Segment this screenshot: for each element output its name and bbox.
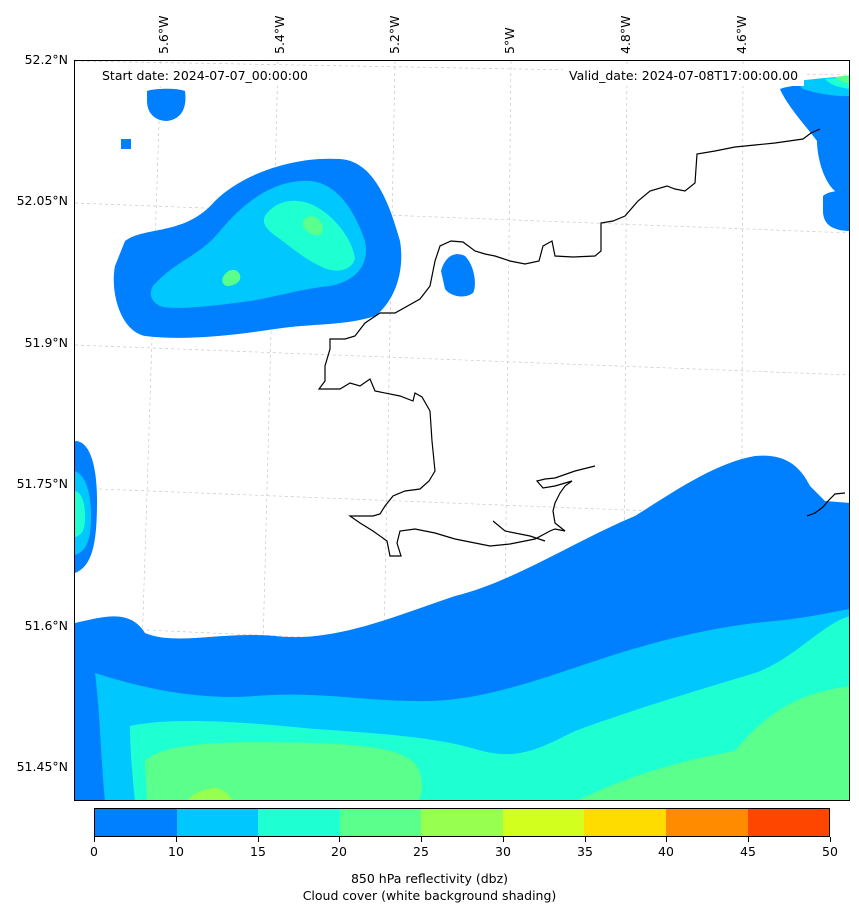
- colorbar-segment: [258, 809, 340, 836]
- colorbar-segment: [176, 809, 259, 836]
- colorbar-segment: [665, 809, 748, 836]
- valid-date-label: Valid_date: 2024-07-08T17:00:00.00: [563, 66, 805, 86]
- colorbar-tick-label: 30: [495, 844, 511, 859]
- colorbar-segment: [747, 809, 830, 836]
- colorbar-tick-label: 40: [658, 844, 674, 859]
- colorbar-tick-label: 25: [413, 844, 429, 859]
- colorbar-tick: [176, 837, 177, 842]
- colorbar-tick-label: 20: [331, 844, 347, 859]
- colorbar-tick: [503, 837, 504, 842]
- coastline: [317, 128, 846, 557]
- lat-label: 51.75°N: [16, 476, 68, 491]
- lat-label: 51.9°N: [24, 335, 68, 350]
- colorbar-tick-label: 50: [822, 844, 838, 859]
- lon-label: 5.4°W: [272, 15, 287, 55]
- start-date-label: Start date: 2024-07-07_00:00:00: [96, 66, 314, 86]
- colorbar-tick: [666, 837, 667, 842]
- lat-label: 51.6°N: [24, 618, 68, 633]
- colorbar-tick-label: 0: [90, 844, 98, 859]
- colorbar-tick: [258, 837, 259, 842]
- colorbar-tick-label: 45: [740, 844, 756, 859]
- lon-label: 4.6°W: [734, 15, 749, 55]
- colorbar-segment: [421, 809, 503, 836]
- colorbar-tick: [830, 837, 831, 842]
- colorbar-tick-label: 35: [577, 844, 593, 859]
- colorbar-tick: [748, 837, 749, 842]
- colorbar-tick: [421, 837, 422, 842]
- reflectivity-cell-west: [75, 441, 97, 573]
- colorbar-tick: [94, 837, 95, 842]
- colorbar-tick: [585, 837, 586, 842]
- colorbar-segment: [502, 809, 585, 836]
- colorbar-tick: [339, 837, 340, 842]
- lon-label: 5°W: [502, 27, 517, 54]
- lon-label: 4.8°W: [618, 15, 633, 55]
- colorbar: [94, 808, 830, 837]
- colorbar-tick-label: 10: [168, 844, 184, 859]
- lat-label: 51.45°N: [16, 759, 68, 774]
- reflectivity-cell-northwest: [113, 158, 402, 338]
- reflectivity-map: [75, 61, 849, 800]
- colorbar-segment: [339, 809, 422, 836]
- colorbar-segment: [584, 809, 666, 836]
- map-panel: [74, 60, 850, 801]
- colorbar-tick-label: 15: [250, 844, 266, 859]
- colorbar-caption-reflectivity: 850 hPa reflectivity (dbz): [350, 871, 509, 886]
- lat-label: 52.05°N: [16, 193, 68, 208]
- lon-label: 5.6°W: [156, 15, 171, 55]
- lon-label: 5.2°W: [387, 15, 402, 55]
- colorbar-caption-cloud-cover: Cloud cover (white background shading): [302, 888, 557, 903]
- reflectivity-cell-northeast-core: [795, 75, 849, 97]
- reflectivity-bands-south: [75, 455, 849, 800]
- colorbar-segment: [95, 809, 177, 836]
- lat-label: 52.2°N: [24, 52, 68, 67]
